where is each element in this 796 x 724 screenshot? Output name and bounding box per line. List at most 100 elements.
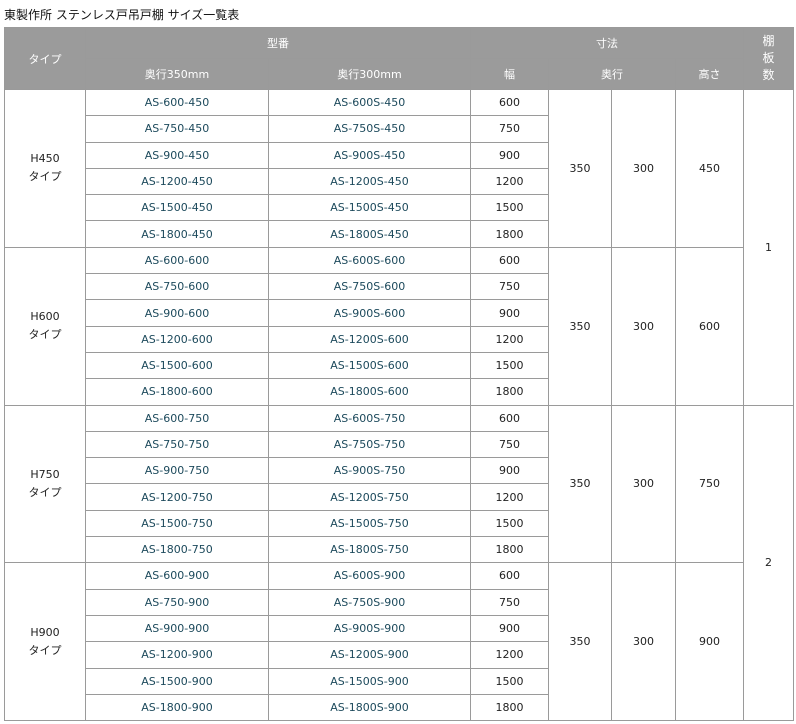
table-row: AS-1500-750 AS-1500S-750 1500 [5, 509, 794, 538]
depth-300-cell: 300 [611, 404, 676, 564]
table-row: AS-1500-900 AS-1500S-900 1500 [5, 667, 794, 695]
model-350: AS-750-750 [85, 430, 269, 459]
model-300: AS-750S-450 [268, 115, 471, 143]
width-cell: 1500 [470, 667, 549, 695]
model-350: AS-1800-600 [85, 378, 269, 406]
model-350: AS-1200-600 [85, 325, 269, 353]
model-300: AS-750S-900 [268, 588, 471, 616]
header-depth300: 奥行300mm [268, 58, 471, 90]
table-row: AS-1200-450 AS-1200S-450 1200 [5, 167, 794, 196]
width-cell: 900 [470, 141, 549, 169]
header-depth350: 奥行350mm [85, 58, 269, 90]
height-cell: 450 [675, 89, 744, 248]
depth-350-cell: 350 [548, 562, 612, 722]
shelves-cell: 1 [743, 89, 794, 406]
header-model: 型番 [85, 27, 471, 59]
width-cell: 1200 [470, 641, 549, 669]
width-cell: 1800 [470, 536, 549, 564]
model-350: AS-1800-750 [85, 536, 269, 564]
width-cell: 900 [470, 299, 549, 327]
header-type: タイプ [4, 27, 86, 90]
model-300: AS-600S-450 [268, 88, 471, 117]
table-row: AS-1200-600 AS-1200S-600 1200 [5, 325, 794, 353]
model-350: AS-1500-600 [85, 351, 269, 380]
model-300: AS-1200S-900 [268, 641, 471, 669]
model-350: AS-1200-900 [85, 641, 269, 669]
table-row: AS-750-450 AS-750S-450 750 [5, 115, 794, 143]
table-row: AS-1500-450 AS-1500S-450 1500 [5, 194, 794, 222]
table-row: H450 タイプ AS-600-450 AS-600S-450 600 350 300 45… [4, 88, 794, 406]
type-cell: H450 タイプ [4, 89, 86, 248]
table-row: AS-750-600 AS-750S-600 750 [5, 273, 794, 301]
width-cell: 1500 [470, 509, 549, 538]
depth-300-cell: 300 [611, 562, 676, 722]
width-cell: 1800 [470, 220, 549, 248]
model-350: AS-1800-450 [85, 220, 269, 248]
header-shelves: 棚板数 [743, 27, 794, 90]
model-350: AS-750-900 [85, 588, 269, 616]
model-350: AS-900-900 [85, 614, 269, 643]
model-350: AS-1200-450 [85, 167, 269, 196]
height-cell: 900 [675, 562, 744, 722]
width-cell: 750 [470, 588, 549, 616]
header-shelves-text: 棚板数 [762, 34, 775, 82]
model-350: AS-1500-900 [85, 667, 269, 695]
height-cell: 600 [675, 246, 744, 406]
model-300: AS-750S-750 [268, 430, 471, 459]
size-table: タイプ 型番 寸法 棚板数 奥行350mm 奥行300mm 幅 奥行 高さ H4… [4, 27, 794, 722]
model-300: AS-1500S-900 [268, 667, 471, 695]
model-300: AS-750S-600 [268, 273, 471, 301]
table-row: AS-1800-750 AS-1800S-750 1800 [5, 536, 794, 564]
type-cell: H750 タイプ [4, 404, 86, 564]
model-300: AS-1200S-450 [268, 167, 471, 196]
width-cell: 1800 [470, 378, 549, 406]
model-300: AS-1800S-600 [268, 378, 471, 406]
width-cell: 600 [470, 246, 549, 275]
width-cell: 1200 [470, 167, 549, 196]
depth-300-cell: 300 [611, 89, 676, 248]
width-cell: 600 [470, 88, 549, 117]
model-300: AS-1800S-450 [268, 220, 471, 248]
table-row: AS-900-450 AS-900S-450 900 [5, 141, 794, 169]
width-cell: 750 [470, 273, 549, 301]
depth-350-cell: 350 [548, 89, 612, 248]
shelves-cell: 2 [743, 404, 794, 722]
model-350: AS-750-600 [85, 273, 269, 301]
width-cell: 1200 [470, 483, 549, 511]
model-300: AS-600S-600 [268, 246, 471, 275]
model-300: AS-1800S-750 [268, 536, 471, 564]
depth-350-cell: 350 [548, 246, 612, 406]
width-cell: 1200 [470, 325, 549, 353]
model-300: AS-900S-450 [268, 141, 471, 169]
table-row: AS-1800-900 AS-1800S-900 1800 [5, 693, 794, 722]
width-cell: 750 [470, 430, 549, 459]
model-300: AS-1800S-900 [268, 693, 471, 722]
model-300: AS-1200S-600 [268, 325, 471, 353]
model-300: AS-900S-900 [268, 614, 471, 643]
table-row: AS-900-600 AS-900S-600 900 [5, 299, 794, 327]
width-cell: 900 [470, 457, 549, 485]
model-350: AS-1500-450 [85, 194, 269, 222]
model-300: AS-1500S-600 [268, 351, 471, 380]
header-height: 高さ [675, 58, 744, 90]
type-cell: H900 タイプ [4, 562, 86, 722]
model-350: AS-600-600 [85, 246, 269, 275]
model-300: AS-1500S-750 [268, 509, 471, 538]
table-row: AS-1800-450 AS-1800S-450 1800 [5, 220, 794, 248]
depth-350-cell: 350 [548, 404, 612, 564]
width-cell: 750 [470, 115, 549, 143]
table-row: H750 タイプ AS-600-750 AS-600S-750 600 350 300 75… [4, 404, 794, 722]
model-350: AS-1200-750 [85, 483, 269, 511]
model-350: AS-900-600 [85, 299, 269, 327]
model-300: AS-600S-900 [268, 562, 471, 590]
model-350: AS-1800-900 [85, 693, 269, 722]
model-350: AS-1500-750 [85, 509, 269, 538]
model-300: AS-600S-750 [268, 404, 471, 432]
model-350: AS-600-450 [85, 88, 269, 117]
width-cell: 600 [470, 404, 549, 432]
height-cell: 750 [675, 404, 744, 564]
width-cell: 1500 [470, 194, 549, 222]
width-cell: 1500 [470, 351, 549, 380]
table-row: AS-1200-900 AS-1200S-900 1200 [5, 641, 794, 669]
table-row: AS-1500-600 AS-1500S-600 1500 [5, 351, 794, 380]
